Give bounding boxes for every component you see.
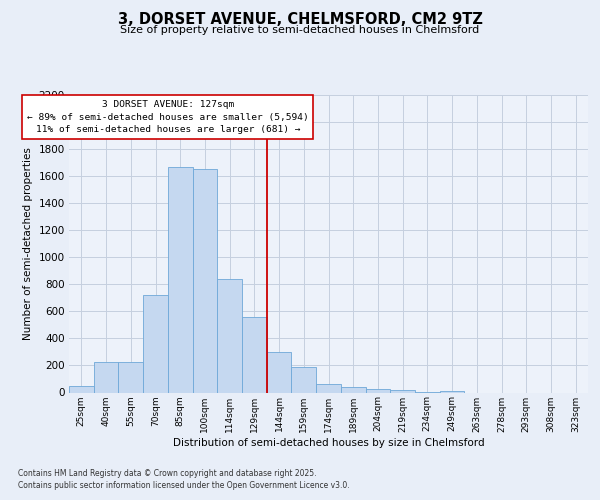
Text: Contains HM Land Registry data © Crown copyright and database right 2025.: Contains HM Land Registry data © Crown c… <box>18 469 317 478</box>
Bar <box>69 386 94 392</box>
Bar <box>118 362 143 392</box>
Bar <box>94 362 118 392</box>
Bar <box>168 166 193 392</box>
Bar <box>267 352 292 393</box>
Bar <box>292 368 316 392</box>
Bar <box>316 384 341 392</box>
Bar <box>242 317 267 392</box>
Text: Size of property relative to semi-detached houses in Chelmsford: Size of property relative to semi-detach… <box>121 25 479 35</box>
Y-axis label: Number of semi-detached properties: Number of semi-detached properties <box>23 148 33 340</box>
Text: 3, DORSET AVENUE, CHELMSFORD, CM2 9TZ: 3, DORSET AVENUE, CHELMSFORD, CM2 9TZ <box>118 12 482 28</box>
Text: 3 DORSET AVENUE: 127sqm
← 89% of semi-detached houses are smaller (5,594)
11% of: 3 DORSET AVENUE: 127sqm ← 89% of semi-de… <box>27 100 309 134</box>
Bar <box>341 387 365 392</box>
Text: Contains public sector information licensed under the Open Government Licence v3: Contains public sector information licen… <box>18 481 350 490</box>
Bar <box>217 279 242 392</box>
Bar <box>193 170 217 392</box>
Bar <box>143 295 168 392</box>
Bar <box>390 390 415 392</box>
Bar <box>365 388 390 392</box>
Text: Distribution of semi-detached houses by size in Chelmsford: Distribution of semi-detached houses by … <box>173 438 485 448</box>
